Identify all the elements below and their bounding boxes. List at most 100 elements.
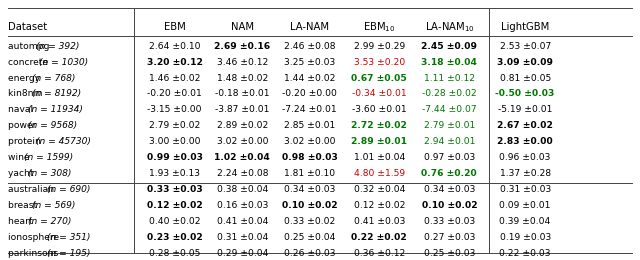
Text: 0.31 ±0.04: 0.31 ±0.04: [216, 233, 268, 242]
Text: protein: protein: [8, 137, 44, 146]
Text: 0.98 ±0.03: 0.98 ±0.03: [282, 153, 338, 162]
Text: LA-NAM: LA-NAM: [291, 22, 330, 32]
Text: Dataset: Dataset: [8, 22, 47, 32]
Text: 0.33 ±0.03: 0.33 ±0.03: [147, 185, 203, 194]
Text: (n = 8192): (n = 8192): [32, 89, 81, 99]
Text: LA-NAM$_{10}$: LA-NAM$_{10}$: [424, 20, 474, 34]
Text: 1.02 ±0.04: 1.02 ±0.04: [214, 153, 270, 162]
Text: (n = 690): (n = 690): [47, 185, 90, 194]
Text: 2.89 ±0.02: 2.89 ±0.02: [216, 121, 268, 130]
Text: (n = 392): (n = 392): [36, 42, 79, 51]
Text: 3.25 ±0.03: 3.25 ±0.03: [284, 58, 335, 67]
Text: (n = 270): (n = 270): [28, 217, 72, 226]
Text: 3.20 ±0.12: 3.20 ±0.12: [147, 58, 203, 67]
Text: 0.10 ±0.02: 0.10 ±0.02: [422, 201, 477, 210]
Text: (n = 1599): (n = 1599): [24, 153, 74, 162]
Text: -3.87 ±0.01: -3.87 ±0.01: [215, 105, 269, 114]
Text: australian: australian: [8, 185, 57, 194]
Text: EBM$_{10}$: EBM$_{10}$: [363, 20, 396, 34]
Text: 3.18 ±0.04: 3.18 ±0.04: [421, 58, 477, 67]
Text: (n = 195): (n = 195): [47, 249, 90, 258]
Text: 0.40 ±0.02: 0.40 ±0.02: [149, 217, 200, 226]
Text: 2.99 ±0.29: 2.99 ±0.29: [354, 42, 405, 51]
Text: 3.00 ±0.00: 3.00 ±0.00: [149, 137, 200, 146]
Text: concrete: concrete: [8, 58, 51, 67]
Text: -3.15 ±0.00: -3.15 ±0.00: [147, 105, 202, 114]
Text: 2.24 ±0.08: 2.24 ±0.08: [216, 169, 268, 178]
Text: -7.44 ±0.07: -7.44 ±0.07: [422, 105, 477, 114]
Text: 4.80 ±1.59: 4.80 ±1.59: [354, 169, 405, 178]
Text: wine: wine: [8, 153, 32, 162]
Text: 0.22 ±0.03: 0.22 ±0.03: [499, 249, 551, 258]
Text: 0.76 ±0.20: 0.76 ±0.20: [422, 169, 477, 178]
Text: 2.46 ±0.08: 2.46 ±0.08: [284, 42, 335, 51]
Text: -7.24 ±0.01: -7.24 ±0.01: [282, 105, 337, 114]
Text: LightGBM: LightGBM: [501, 22, 549, 32]
Text: EBM: EBM: [164, 22, 186, 32]
Text: (n = 45730): (n = 45730): [36, 137, 90, 146]
Text: 0.38 ±0.04: 0.38 ±0.04: [216, 185, 268, 194]
Text: 2.89 ±0.01: 2.89 ±0.01: [351, 137, 407, 146]
Text: 2.53 ±0.07: 2.53 ±0.07: [500, 42, 551, 51]
Text: 0.34 ±0.03: 0.34 ±0.03: [424, 185, 475, 194]
Text: 3.09 ±0.09: 3.09 ±0.09: [497, 58, 553, 67]
Text: 0.10 ±0.02: 0.10 ±0.02: [282, 201, 338, 210]
Text: 0.32 ±0.04: 0.32 ±0.04: [353, 185, 405, 194]
Text: -0.20 ±0.01: -0.20 ±0.01: [147, 89, 202, 99]
Text: NAM: NAM: [231, 22, 253, 32]
Text: power: power: [8, 121, 39, 130]
Text: 2.79 ±0.02: 2.79 ±0.02: [149, 121, 200, 130]
Text: 1.11 ±0.12: 1.11 ±0.12: [424, 74, 475, 83]
Text: (n = 308): (n = 308): [28, 169, 72, 178]
Text: -0.20 ±0.00: -0.20 ±0.00: [282, 89, 337, 99]
Text: 2.79 ±0.01: 2.79 ±0.01: [424, 121, 475, 130]
Text: 0.12 ±0.02: 0.12 ±0.02: [147, 201, 203, 210]
Text: 0.67 ±0.05: 0.67 ±0.05: [351, 74, 407, 83]
Text: 3.46 ±0.12: 3.46 ±0.12: [216, 58, 268, 67]
Text: naval: naval: [8, 105, 36, 114]
Text: heart: heart: [8, 217, 35, 226]
Text: (n = 351): (n = 351): [47, 233, 90, 242]
Text: 2.45 ±0.09: 2.45 ±0.09: [421, 42, 477, 51]
Text: -0.34 ±0.01: -0.34 ±0.01: [352, 89, 406, 99]
Text: (n = 1030): (n = 1030): [39, 58, 88, 67]
Text: 0.27 ±0.03: 0.27 ±0.03: [424, 233, 475, 242]
Text: 0.34 ±0.03: 0.34 ±0.03: [284, 185, 335, 194]
Text: ionosphere: ionosphere: [8, 233, 62, 242]
Text: 0.41 ±0.04: 0.41 ±0.04: [216, 217, 268, 226]
Text: 0.25 ±0.04: 0.25 ±0.04: [284, 233, 335, 242]
Text: 3.02 ±0.00: 3.02 ±0.00: [284, 137, 335, 146]
Text: 0.09 ±0.01: 0.09 ±0.01: [499, 201, 551, 210]
Text: 3.02 ±0.00: 3.02 ±0.00: [216, 137, 268, 146]
Text: 1.37 ±0.28: 1.37 ±0.28: [500, 169, 551, 178]
Text: 3.53 ±0.20: 3.53 ±0.20: [354, 58, 405, 67]
Text: -0.50 ±0.03: -0.50 ±0.03: [495, 89, 555, 99]
Text: 0.22 ±0.02: 0.22 ±0.02: [351, 233, 407, 242]
Text: yacht: yacht: [8, 169, 36, 178]
Text: 0.12 ±0.02: 0.12 ±0.02: [353, 201, 405, 210]
Text: kin8nm: kin8nm: [8, 89, 45, 99]
Text: 0.97 ±0.03: 0.97 ±0.03: [424, 153, 475, 162]
Text: 0.99 ±0.03: 0.99 ±0.03: [147, 153, 203, 162]
Text: breast: breast: [8, 201, 40, 210]
Text: 1.46 ±0.02: 1.46 ±0.02: [149, 74, 200, 83]
Text: 1.44 ±0.02: 1.44 ±0.02: [284, 74, 335, 83]
Text: parkinsons: parkinsons: [8, 249, 61, 258]
Text: 2.64 ±0.10: 2.64 ±0.10: [149, 42, 200, 51]
Text: 0.25 ±0.03: 0.25 ±0.03: [424, 249, 475, 258]
Text: (n = 768): (n = 768): [32, 74, 76, 83]
Text: 0.81 ±0.05: 0.81 ±0.05: [500, 74, 551, 83]
Text: -0.18 ±0.01: -0.18 ±0.01: [215, 89, 269, 99]
Text: 0.31 ±0.03: 0.31 ±0.03: [500, 185, 551, 194]
Text: 2.67 ±0.02: 2.67 ±0.02: [497, 121, 553, 130]
Text: 0.26 ±0.03: 0.26 ±0.03: [284, 249, 335, 258]
Text: -5.19 ±0.01: -5.19 ±0.01: [498, 105, 552, 114]
Text: 2.94 ±0.01: 2.94 ±0.01: [424, 137, 475, 146]
Text: 0.36 ±0.12: 0.36 ±0.12: [353, 249, 405, 258]
Text: 2.69 ±0.16: 2.69 ±0.16: [214, 42, 270, 51]
Text: 1.81 ±0.10: 1.81 ±0.10: [284, 169, 335, 178]
Text: 0.29 ±0.04: 0.29 ±0.04: [216, 249, 268, 258]
Text: 0.33 ±0.03: 0.33 ±0.03: [424, 217, 475, 226]
Text: 0.96 ±0.03: 0.96 ±0.03: [499, 153, 551, 162]
Text: 0.41 ±0.03: 0.41 ±0.03: [353, 217, 405, 226]
